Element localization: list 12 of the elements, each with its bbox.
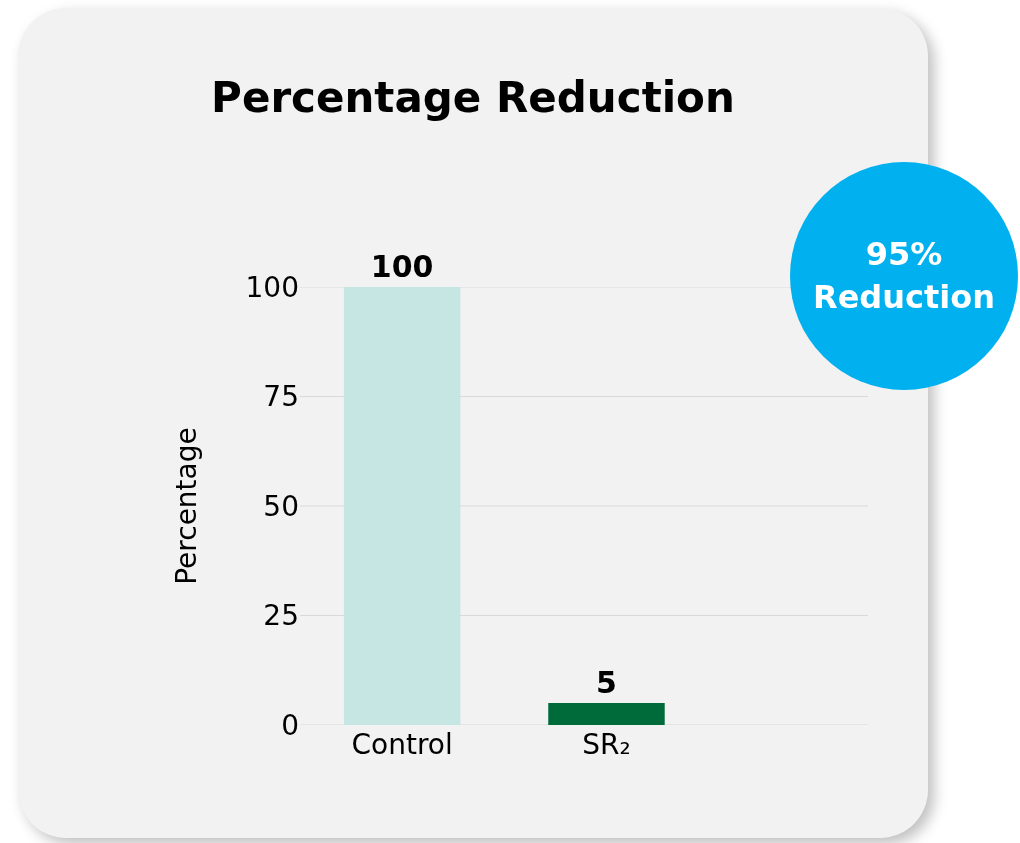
x-tick-label: SR₂: [582, 728, 631, 761]
data-label: 5: [596, 665, 617, 701]
y-tick-label: 0: [281, 708, 299, 742]
y-tick-label: 25: [263, 599, 299, 633]
data-label: 100: [370, 249, 434, 284]
y-axis-title: Percentage: [170, 427, 204, 585]
y-tick-label: 100: [245, 270, 299, 304]
chart-title: Percentage Reduction: [211, 73, 735, 123]
annotation: 95% Reduction: [812, 233, 996, 318]
y-tick-label: 50: [263, 489, 299, 523]
x-tick-label: Control: [351, 728, 453, 761]
y-tick-label: 75: [263, 380, 299, 414]
